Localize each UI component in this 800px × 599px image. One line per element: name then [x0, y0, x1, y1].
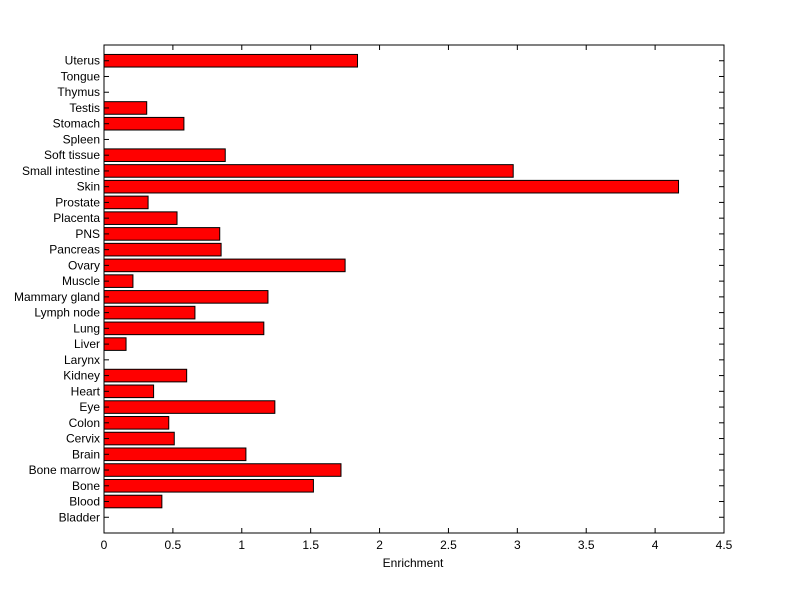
y-tick-label: Small intestine [22, 164, 100, 178]
y-tick-label: Ovary [68, 258, 100, 272]
y-tick-label: Eye [79, 400, 100, 414]
x-tick-label: 0.5 [165, 538, 182, 552]
y-tick-label: Larynx [64, 353, 100, 367]
y-tick-label: Kidney [63, 369, 100, 383]
bar-lung [103, 321, 265, 336]
y-tick-label: Pancreas [49, 243, 100, 257]
y-tick-label: Cervix [66, 432, 100, 446]
bar-bone-marrow [103, 463, 342, 477]
y-tick-label: Testis [69, 101, 100, 115]
x-tick-label: 0 [101, 538, 108, 552]
y-tick-label: PNS [75, 227, 100, 241]
bar-mammary-gland [103, 290, 269, 304]
bar-cervix [103, 431, 175, 446]
bar-heart [103, 384, 155, 399]
bar-colon [103, 416, 170, 430]
x-tick-label: 4 [652, 538, 659, 552]
y-tick-label: Soft tissue [44, 148, 100, 162]
x-tick-label: 3 [514, 538, 521, 552]
y-tick-label: Skin [77, 180, 100, 194]
y-tick-label: Stomach [53, 117, 100, 131]
x-tick-label: 2.5 [440, 538, 457, 552]
bar-prostate [103, 195, 149, 210]
x-axis: 0 0.5 1 1.5 2 2.5 3 3.5 4 4.5 [101, 45, 733, 552]
x-tick-label: 1.5 [302, 538, 319, 552]
y-tick-label: Bone marrow [29, 463, 101, 477]
bar-bone [103, 478, 314, 493]
bar-uterus [103, 53, 359, 68]
bar-pancreas [103, 242, 222, 257]
y-tick-label: Colon [69, 416, 100, 430]
x-tick-label: 4.5 [716, 538, 733, 552]
y-tick-label: Tongue [61, 69, 101, 83]
x-tick-label: 2 [376, 538, 383, 552]
y-tick-label: Lymph node [34, 306, 100, 320]
bar-kidney [103, 368, 188, 383]
y-tick-label: Liver [74, 337, 100, 351]
y-tick-label: Prostate [55, 195, 100, 209]
bar-blood [103, 494, 163, 509]
y-tick-label: Lung [73, 321, 100, 335]
bar-pns [103, 227, 221, 241]
bar-placenta [103, 211, 178, 225]
bar-brain [103, 447, 247, 462]
y-tick-label: Blood [69, 495, 100, 509]
y-tick-label: Uterus [65, 54, 100, 68]
y-tick-label: Muscle [62, 274, 100, 288]
bar-small-intestine [103, 164, 514, 178]
y-tick-label: Mammary gland [14, 290, 100, 304]
bar-lymph-node [103, 305, 196, 320]
y-tick-label: Bone [72, 479, 100, 493]
y-tick-label: Brain [72, 447, 100, 461]
bar-eye [103, 400, 276, 414]
x-tick-label: 1 [238, 538, 245, 552]
x-axis-label: Enrichment [383, 556, 444, 570]
bar-soft-tissue [103, 148, 226, 162]
bar-ovary [103, 258, 346, 273]
y-tick-label: Heart [71, 384, 101, 398]
plot-frame [103, 44, 725, 534]
y-tick-label: Placenta [53, 211, 100, 225]
y-tick-label: Bladder [59, 510, 100, 524]
y-tick-label: Thymus [57, 85, 100, 99]
bar-skin [103, 179, 680, 194]
bar-testis [103, 101, 148, 115]
x-tick-label: 3.5 [578, 538, 595, 552]
bar-stomach [103, 116, 185, 131]
y-tick-label: Spleen [63, 132, 100, 146]
